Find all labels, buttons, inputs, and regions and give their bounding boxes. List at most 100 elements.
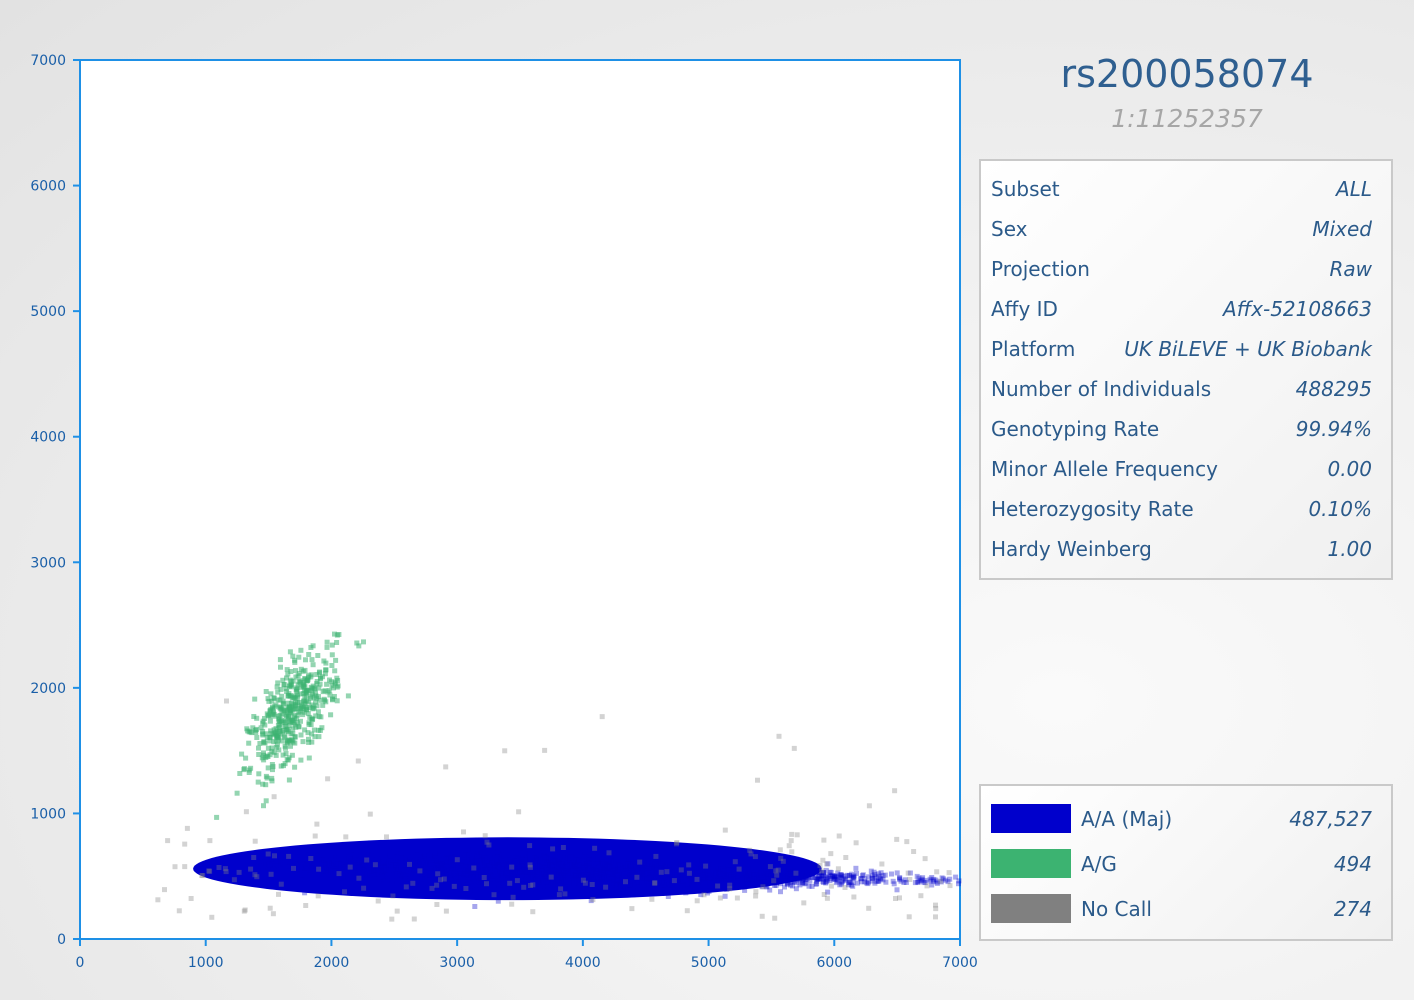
- data-point: [263, 798, 269, 804]
- data-point: [606, 859, 611, 865]
- data-point: [426, 853, 432, 859]
- data-point: [711, 875, 717, 881]
- data-point: [893, 896, 898, 901]
- data-point: [437, 860, 442, 866]
- data-point: [453, 860, 459, 866]
- data-point: [602, 849, 608, 855]
- data-point: [801, 863, 806, 869]
- data-point: [294, 865, 300, 871]
- data-point: [809, 883, 815, 889]
- data-point: [716, 871, 722, 877]
- data-point: [480, 866, 486, 871]
- data-point: [492, 878, 498, 884]
- data-point: [512, 871, 518, 877]
- data-point: [399, 867, 405, 873]
- data-point: [524, 883, 530, 889]
- data-point: [504, 862, 510, 868]
- data-point: [432, 855, 438, 861]
- data-point: [448, 872, 454, 878]
- data-point: [702, 865, 708, 871]
- data-point: [697, 869, 703, 875]
- data-point: [610, 868, 616, 874]
- data-point: [558, 864, 563, 869]
- info-row-projection: Projection Raw: [981, 249, 1391, 289]
- data-point: [666, 862, 672, 868]
- data-point: [663, 885, 669, 890]
- data-point: [623, 856, 629, 862]
- data-point: [455, 846, 461, 852]
- data-point: [918, 893, 924, 899]
- data-point: [662, 861, 667, 867]
- legend-item-ag[interactable]: A/G 494: [981, 841, 1391, 886]
- data-point: [337, 848, 343, 854]
- data-point: [287, 859, 293, 865]
- data-point: [733, 875, 739, 881]
- data-point: [463, 881, 469, 886]
- data-point: [377, 859, 383, 865]
- data-point: [617, 857, 623, 863]
- data-point: [710, 875, 716, 881]
- data-point: [803, 874, 809, 880]
- data-point: [435, 865, 441, 871]
- data-point: [680, 859, 686, 865]
- data-point: [269, 861, 275, 867]
- data-point: [659, 879, 665, 885]
- data-point: [395, 864, 401, 870]
- data-point: [603, 884, 609, 890]
- data-point: [431, 870, 437, 876]
- data-point: [412, 875, 418, 881]
- data-point: [535, 864, 541, 870]
- data-point: [550, 862, 555, 868]
- data-point: [286, 777, 292, 783]
- data-point: [720, 868, 726, 874]
- data-point: [586, 876, 592, 882]
- data-point: [539, 859, 545, 865]
- data-point: [307, 859, 313, 865]
- data-point: [684, 868, 690, 874]
- data-point: [575, 857, 581, 863]
- data-point: [319, 857, 325, 863]
- data-point: [391, 849, 397, 855]
- data-point: [626, 876, 632, 882]
- data-point: [353, 862, 359, 868]
- data-point: [361, 859, 366, 865]
- data-point: [395, 865, 401, 871]
- data-point: [460, 863, 465, 869]
- data-point: [519, 861, 525, 867]
- data-point: [496, 862, 502, 868]
- data-point: [408, 861, 414, 867]
- data-point: [539, 868, 545, 874]
- data-point: [243, 809, 249, 815]
- data-point: [679, 879, 685, 885]
- data-point: [551, 857, 557, 863]
- data-point: [738, 868, 744, 874]
- data-point: [699, 862, 705, 868]
- data-point: [537, 861, 543, 866]
- data-point: [470, 846, 476, 852]
- data-point: [580, 865, 586, 871]
- data-point: [683, 862, 688, 868]
- data-point: [545, 870, 551, 876]
- data-point: [584, 860, 590, 866]
- data-point: [598, 867, 604, 873]
- data-point: [820, 857, 826, 863]
- data-point: [675, 865, 681, 871]
- data-point: [843, 855, 849, 860]
- data-point: [725, 862, 731, 868]
- legend-item-aa[interactable]: A/A (Maj) 487,527: [981, 796, 1391, 841]
- data-point: [710, 875, 716, 881]
- data-point: [518, 878, 524, 883]
- data-point: [924, 883, 930, 889]
- data-point: [470, 863, 475, 869]
- data-point: [162, 887, 167, 893]
- data-point: [382, 865, 388, 871]
- data-point: [333, 868, 339, 874]
- data-point: [661, 882, 667, 888]
- data-point: [321, 868, 327, 874]
- data-point: [766, 872, 771, 878]
- data-point: [650, 884, 656, 889]
- data-point: [357, 862, 363, 868]
- legend-item-no-call[interactable]: No Call 274: [981, 886, 1391, 931]
- data-point: [361, 866, 367, 872]
- data-point: [634, 879, 640, 885]
